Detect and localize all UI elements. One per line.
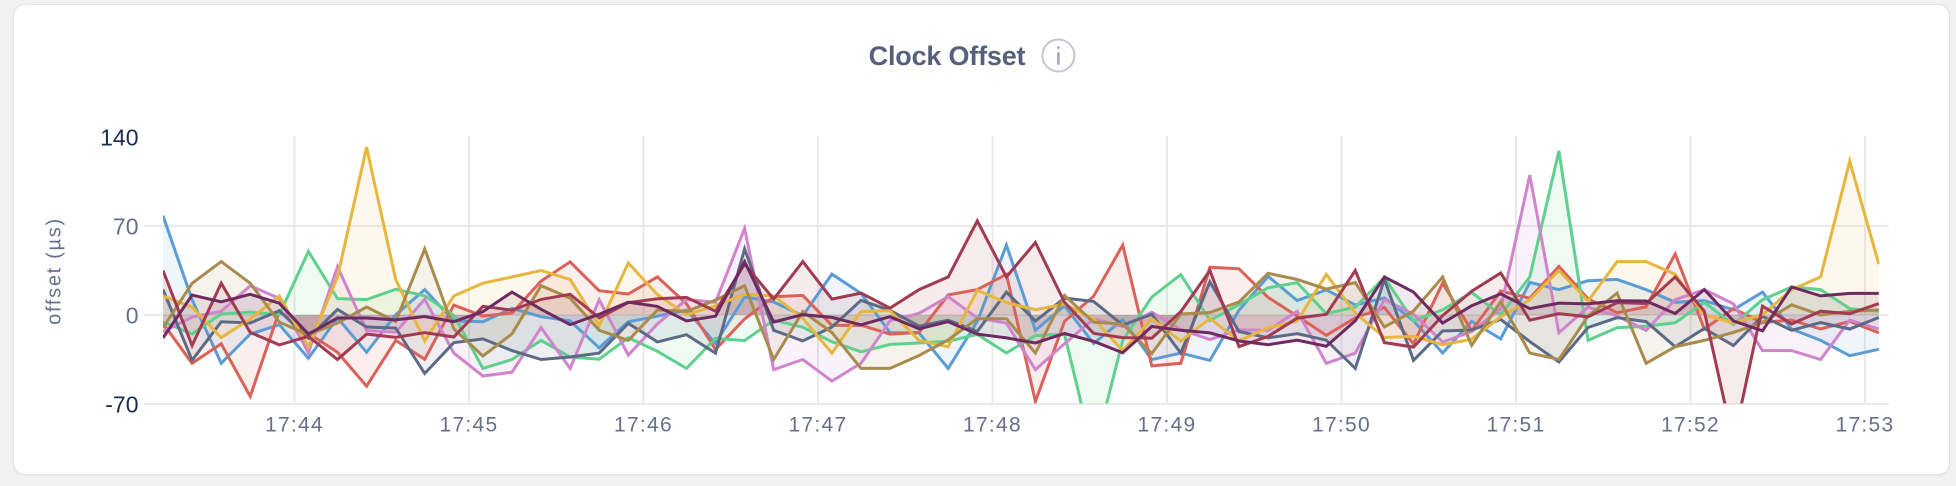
svg-text:17:48: 17:48 (963, 414, 1022, 437)
svg-text:0: 0 (126, 302, 139, 328)
svg-text:17:51: 17:51 (1486, 414, 1545, 437)
svg-text:70: 70 (113, 213, 139, 239)
svg-text:offset (µs): offset (µs) (44, 217, 66, 325)
svg-text:17:53: 17:53 (1835, 414, 1894, 437)
svg-text:17:50: 17:50 (1312, 414, 1371, 437)
svg-text:-70: -70 (105, 391, 138, 417)
svg-text:17:47: 17:47 (788, 414, 847, 437)
svg-text:17:52: 17:52 (1661, 414, 1720, 437)
svg-text:17:44: 17:44 (265, 414, 324, 437)
svg-text:17:49: 17:49 (1137, 414, 1196, 437)
svg-text:17:46: 17:46 (614, 414, 673, 437)
svg-text:17:45: 17:45 (439, 414, 498, 437)
svg-text:140: 140 (100, 124, 138, 150)
